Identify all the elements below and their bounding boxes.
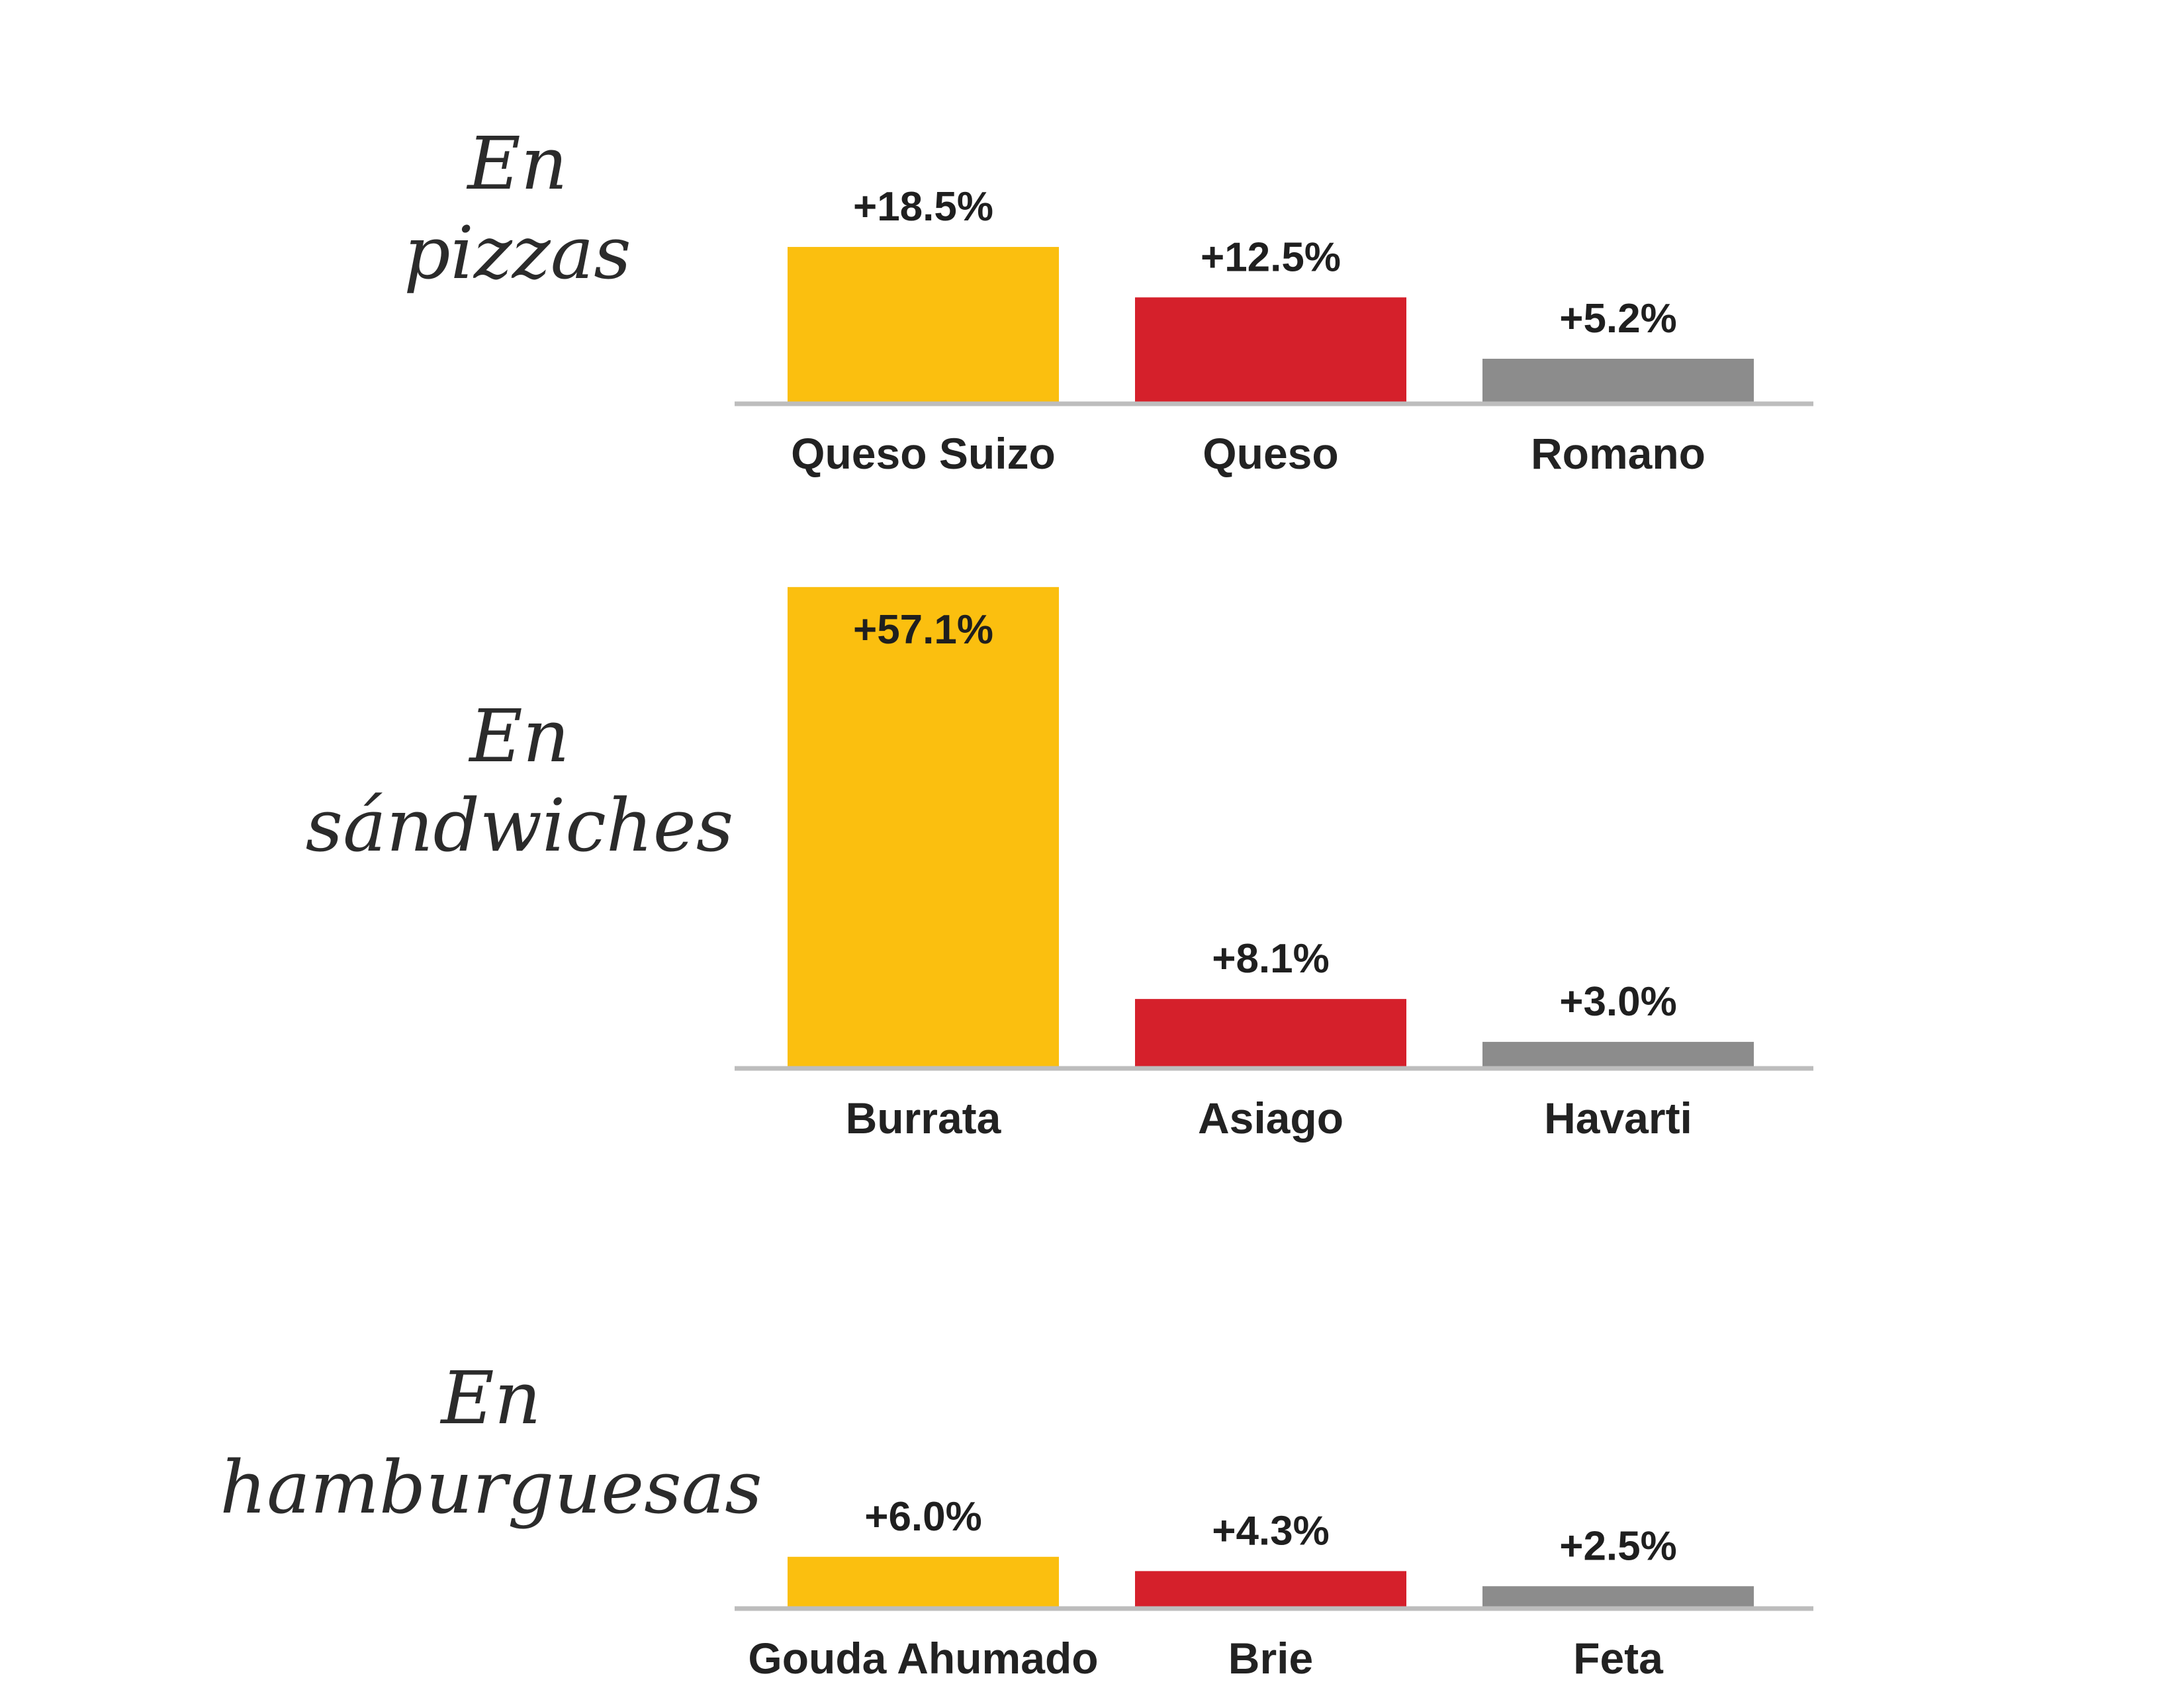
- category-label-1: Burrata: [846, 1094, 1002, 1143]
- bar-2: [1135, 999, 1406, 1067]
- category-label-2: Queso: [1203, 429, 1338, 478]
- chart-title-line-1: En: [468, 694, 569, 778]
- value-label-1: +18.5%: [853, 184, 993, 230]
- category-label-1: Queso Suizo: [791, 429, 1056, 478]
- category-label-3: Feta: [1573, 1634, 1664, 1683]
- category-label-3: Romano: [1531, 429, 1706, 478]
- chart-title-line-1: En: [466, 121, 567, 206]
- value-label-3: +3.0%: [1559, 979, 1677, 1025]
- bar-3: [1482, 1041, 1754, 1067]
- bar-2: [1135, 297, 1406, 402]
- category-label-1: Gouda Ahumado: [748, 1634, 1098, 1683]
- chart-title-line-2: pizzas: [404, 211, 631, 295]
- category-label-2: Asiago: [1198, 1094, 1343, 1143]
- value-label-1: +57.1%: [853, 607, 993, 653]
- value-label-3: +2.5%: [1559, 1523, 1677, 1569]
- value-label-3: +5.2%: [1559, 296, 1677, 342]
- bar-3: [1482, 358, 1754, 402]
- value-label-2: +8.1%: [1212, 936, 1330, 982]
- chart-title-line-2: hamburguesas: [220, 1445, 762, 1530]
- value-label-1: +6.0%: [864, 1494, 982, 1540]
- value-label-2: +12.5%: [1201, 234, 1341, 280]
- chart-title-line-1: En: [439, 1356, 541, 1440]
- bar-3: [1482, 1586, 1754, 1607]
- value-label-2: +4.3%: [1212, 1508, 1330, 1554]
- bar-1: [788, 586, 1059, 1067]
- chart-title-line-2: sándwiches: [306, 783, 734, 868]
- category-label-3: Havarti: [1544, 1094, 1692, 1143]
- bar-2: [1135, 1571, 1406, 1607]
- bar-1: [788, 1556, 1059, 1607]
- bar-1: [788, 247, 1059, 402]
- category-label-2: Brie: [1228, 1634, 1313, 1683]
